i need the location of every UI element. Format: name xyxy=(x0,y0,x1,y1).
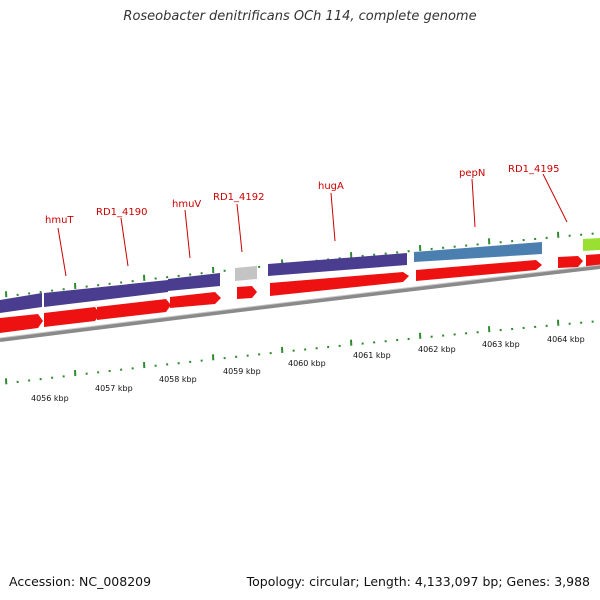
cds-arrow-2 xyxy=(44,307,100,327)
leader-RD1_4192 xyxy=(236,203,243,253)
leader-RD1_4190 xyxy=(120,217,129,267)
feature-box-RD1_4195 xyxy=(583,238,600,251)
cds-arrow-9 xyxy=(586,254,600,267)
genome-backbone xyxy=(0,265,600,342)
kbp-labels: 4056 kbp 4057 kbp 4058 kbp 4059 kbp 4060… xyxy=(31,335,585,403)
kbp-label-4061: 4061 kbp xyxy=(353,351,391,360)
label-leaders xyxy=(57,173,568,277)
gene-label-hugA: hugA xyxy=(318,181,344,192)
kbp-label-4063: 4063 kbp xyxy=(482,340,520,349)
gene-labels: hmuT RD1_4190 hmuV RD1_4192 hugA pepN RD… xyxy=(45,164,559,226)
gene-label-hmuT: hmuT xyxy=(45,215,74,226)
kbp-label-4062: 4062 kbp xyxy=(418,345,456,354)
feature-box-hmuV xyxy=(168,273,220,291)
feature-box-hmuT-left xyxy=(0,293,42,313)
leader-hmuV xyxy=(184,209,191,259)
cds-arrow-3 xyxy=(97,299,171,320)
feature-track-outer xyxy=(0,238,600,313)
cds-arrow-1 xyxy=(0,314,43,333)
leader-hmuT xyxy=(57,227,67,277)
cds-arrow-6 xyxy=(270,272,409,296)
feature-box-hugA xyxy=(268,253,407,276)
gene-label-hmuV: hmuV xyxy=(172,199,201,210)
leader-RD1_4195 xyxy=(542,173,568,223)
feature-box-RD1_4192 xyxy=(235,266,257,281)
feature-box-hmuT xyxy=(44,280,168,307)
leader-pepN xyxy=(471,178,476,228)
gene-label-pepN: pepN xyxy=(459,168,485,179)
kbp-label-4064: 4064 kbp xyxy=(547,335,585,344)
cds-track xyxy=(0,254,600,333)
kbp-label-4058: 4058 kbp xyxy=(159,375,197,384)
map-title: Roseobacter denitrificans OCh 114, compl… xyxy=(123,9,477,24)
topology-text: Topology: circular; Length: 4,133,097 bp… xyxy=(246,574,590,589)
cds-arrow-7 xyxy=(416,260,542,281)
feature-box-pepN xyxy=(414,242,542,262)
accession-text: Accession: NC_008209 xyxy=(9,574,152,589)
cds-arrow-5 xyxy=(237,286,257,299)
tick-row-bottom xyxy=(5,319,594,385)
cds-arrow-8 xyxy=(558,256,583,268)
kbp-label-4059: 4059 kbp xyxy=(223,367,261,376)
kbp-label-4057: 4057 kbp xyxy=(95,384,133,393)
kbp-label-4060: 4060 kbp xyxy=(288,359,326,368)
gene-label-RD1_4195: RD1_4195 xyxy=(508,164,559,175)
kbp-label-4056: 4056 kbp xyxy=(31,394,69,403)
gene-label-RD1_4192: RD1_4192 xyxy=(213,192,264,203)
cds-arrow-4 xyxy=(170,292,221,308)
genome-backbone-highlight xyxy=(0,264,600,339)
gene-label-RD1_4190: RD1_4190 xyxy=(96,207,147,218)
leader-hugA xyxy=(330,192,336,242)
